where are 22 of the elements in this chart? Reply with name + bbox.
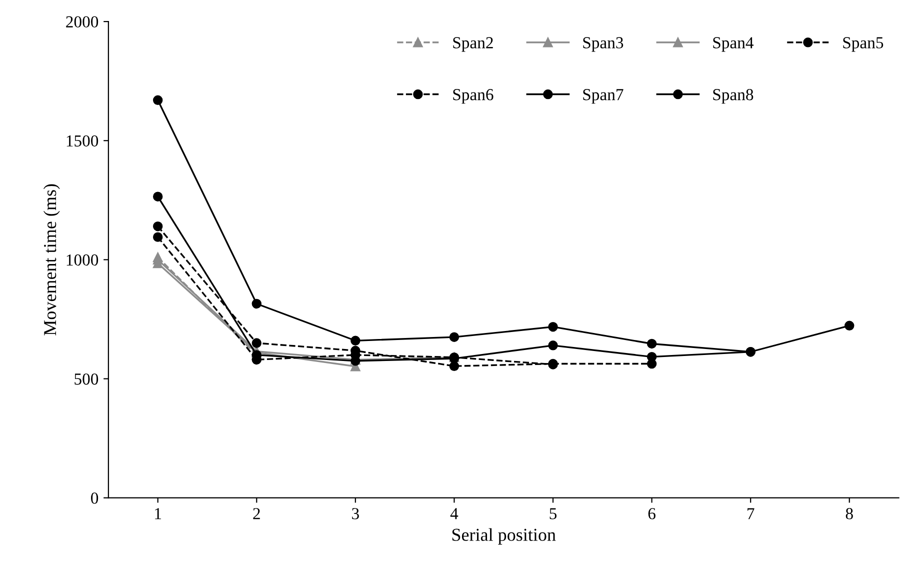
- x-tick-label: 7: [748, 508, 754, 520]
- x-tick-label: 8: [846, 508, 853, 520]
- x-tick-label: 3: [352, 508, 359, 520]
- y-tick-label: 500: [74, 373, 98, 385]
- legend-label: Span5: [843, 37, 884, 52]
- legend-label: Span6: [453, 89, 494, 104]
- legend-label: Span8: [713, 89, 754, 104]
- legend-label: Span4: [713, 37, 754, 52]
- x-tick-label: 5: [550, 508, 557, 520]
- y-axis-title: Movement time (ms): [43, 184, 60, 336]
- legend-label: Span7: [583, 89, 624, 104]
- x-axis-title: Serial position: [452, 528, 556, 545]
- legend-label: Span3: [583, 37, 624, 52]
- legend-label: Span2: [453, 37, 493, 52]
- x-tick-label: 4: [450, 508, 458, 520]
- y-tick-label: 1500: [66, 135, 98, 147]
- x-tick-label: 2: [253, 508, 260, 520]
- y-tick-label: 2000: [66, 16, 98, 28]
- y-tick-label: 0: [91, 492, 98, 504]
- x-tick-label: 1: [155, 508, 162, 520]
- x-tick-label: 6: [648, 508, 656, 520]
- y-tick-label: 1000: [66, 254, 98, 266]
